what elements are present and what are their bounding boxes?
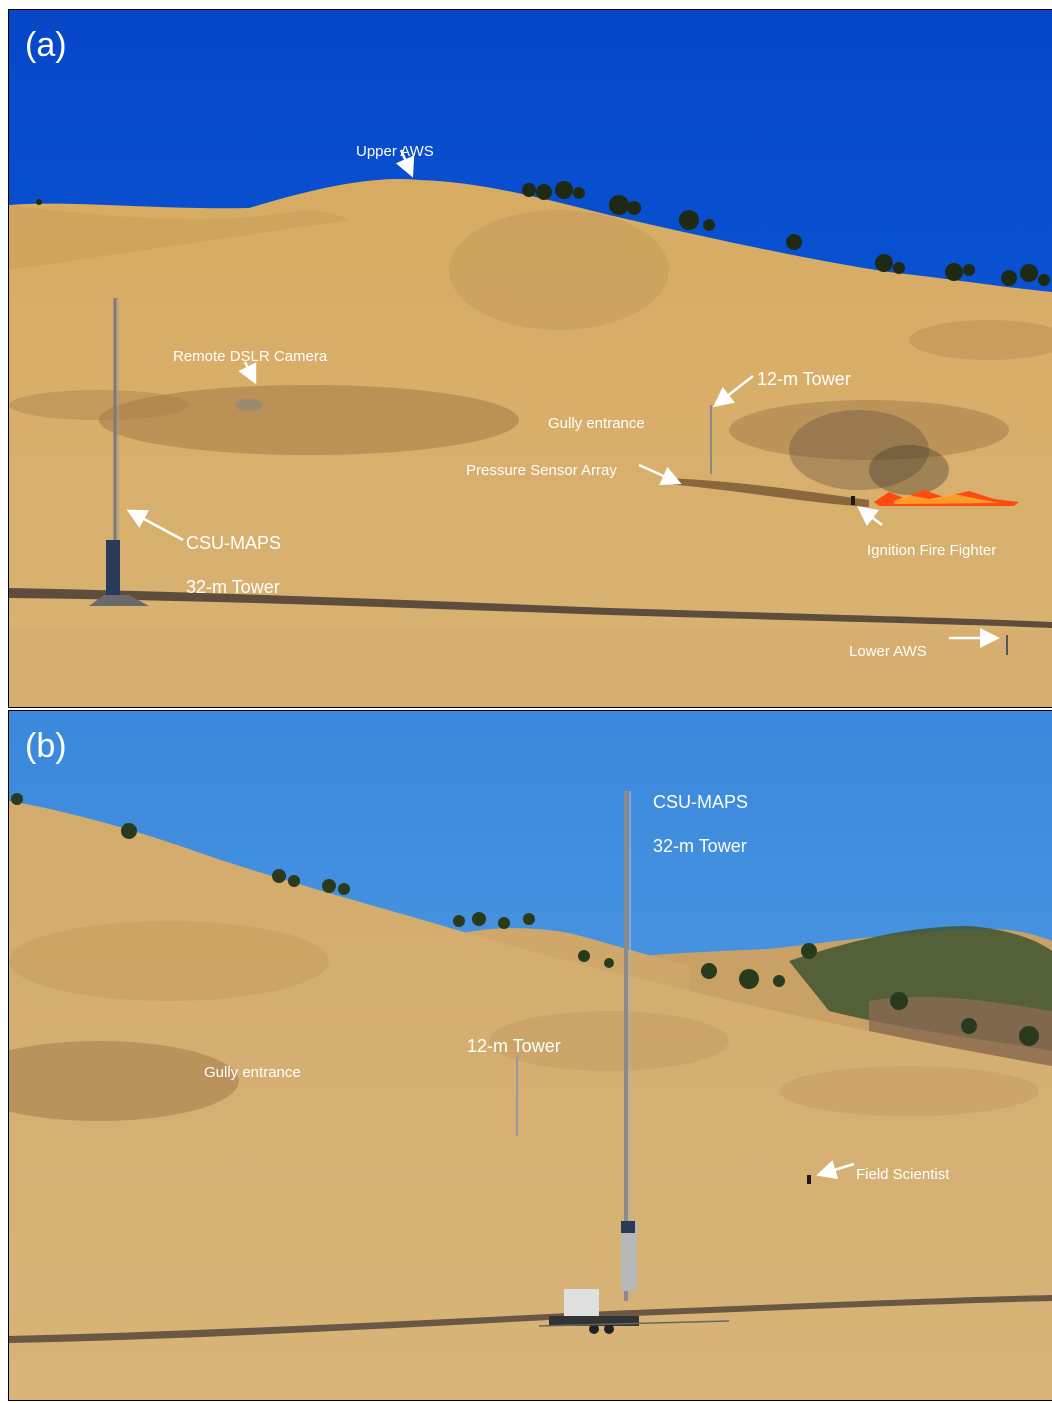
label-pressure-array: Pressure Sensor Array [466, 462, 617, 479]
label-lower-aws: Lower AWS [849, 643, 927, 660]
hillside-tower-photo [9, 711, 1052, 1400]
label-gully-entrance: Gully entrance [548, 415, 645, 432]
label-upper-aws: Upper AWS [356, 143, 434, 160]
label-remote-camera: Remote DSLR Camera [173, 348, 328, 365]
label-field-scientist: Field Scientist [856, 1166, 950, 1183]
photo-panel-b: (b) CSU-MAPS 32-m Tower 12-m Tower Gully… [8, 710, 1052, 1401]
hillside-fire-photo [9, 10, 1052, 707]
panel-label: (a) [25, 26, 67, 64]
label-csu-maps: CSU-MAPS [186, 533, 282, 553]
label-12m-tower: 12-m Tower [467, 1036, 561, 1056]
photo-panel-a: (a) Upper AWS Remote DSLR Camera 12-m To… [8, 9, 1052, 708]
label-32m-tower: 32-m Tower [186, 577, 280, 597]
panel-label: (b) [25, 727, 67, 765]
label-fire-fighter: Ignition Fire Fighter [867, 542, 997, 559]
label-csu-maps: CSU-MAPS [653, 792, 749, 812]
label-32m-tower: 32-m Tower [653, 836, 747, 856]
label-12m-tower: 12-m Tower [757, 369, 851, 389]
label-gully-entrance: Gully entrance [204, 1064, 301, 1081]
